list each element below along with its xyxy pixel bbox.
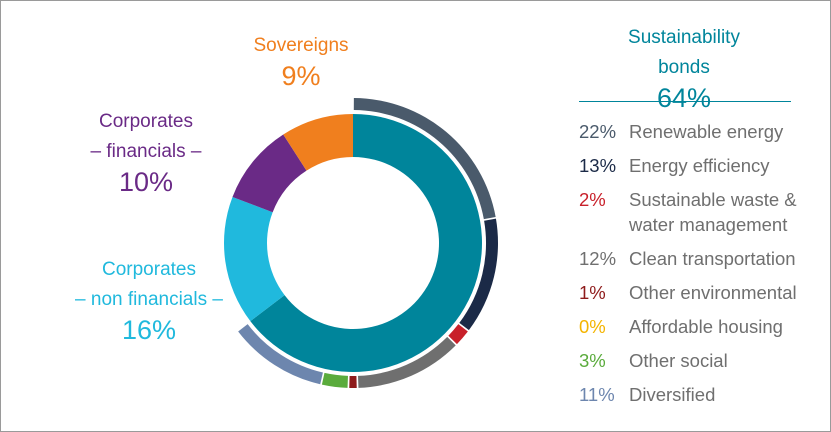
- slice-value: 9%: [281, 61, 321, 91]
- breakdown-slice: [321, 372, 348, 388]
- slice-value: 16%: [121, 315, 177, 345]
- legend-item: 3% Other social: [579, 348, 819, 373]
- breakdown-slice: [353, 98, 496, 220]
- breakdown-slice: [358, 336, 456, 388]
- legend-label: Other social: [629, 350, 728, 371]
- legend-value: 12%: [579, 248, 617, 269]
- legend-value: 22%: [579, 121, 617, 142]
- slice-value: 64%: [656, 83, 712, 113]
- donut-slice: [283, 114, 353, 171]
- donut-slice: [223, 196, 285, 322]
- legend-value: 13%: [579, 155, 617, 176]
- donut-slice: [232, 134, 307, 213]
- legend-item: 11% Diversified: [579, 382, 819, 407]
- slice-name: Sustainability bonds: [628, 27, 740, 78]
- legend-label: Renewable energy: [629, 121, 784, 142]
- legend-value: 1%: [579, 282, 606, 303]
- slice-name: Sovereigns: [253, 35, 349, 56]
- legend-value: 11%: [579, 384, 615, 405]
- legend-item: 22% Renewable energy: [579, 119, 819, 144]
- legend: 22% Renewable energy 13% Energy efficiency 2…: [579, 119, 819, 416]
- donut-slice: [250, 114, 482, 373]
- slice-value: 10%: [118, 167, 174, 197]
- breakdown-slice: [448, 324, 468, 345]
- legend-item: 2% Sustainable waste & water management: [579, 187, 819, 237]
- divider: [579, 101, 791, 102]
- slice-name: Corporates – non financials –: [75, 259, 223, 310]
- legend-label: Energy efficiency: [629, 155, 770, 176]
- slice-label: Sovereigns 9%: [253, 31, 348, 91]
- legend-label: Sustainable waste & water management: [629, 189, 797, 235]
- slice-label: Corporates – non financials – 16%: [75, 255, 223, 345]
- legend-value: 2%: [579, 189, 606, 210]
- legend-item: 0% Affordable housing: [579, 314, 819, 339]
- breakdown-slice: [459, 218, 498, 331]
- legend-label: Diversified: [629, 384, 716, 405]
- slice-label: Sustainability bonds 64%: [611, 23, 757, 113]
- legend-label: Clean transportation: [629, 248, 796, 269]
- legend-item: 13% Energy efficiency: [579, 153, 819, 178]
- breakdown-slice: [238, 324, 323, 385]
- slice-name: Corporates – financials –: [90, 111, 202, 162]
- legend-label: Affordable housing: [629, 316, 783, 337]
- legend-value: 0%: [579, 316, 606, 337]
- legend-item: 1% Other environmental: [579, 280, 819, 305]
- legend-item: 12% Clean transportation: [579, 246, 819, 271]
- legend-label: Other environmental: [629, 282, 797, 303]
- slice-label: Corporates – financials – 10%: [91, 107, 202, 197]
- breakdown-slice: [349, 375, 357, 389]
- legend-value: 3%: [579, 350, 606, 371]
